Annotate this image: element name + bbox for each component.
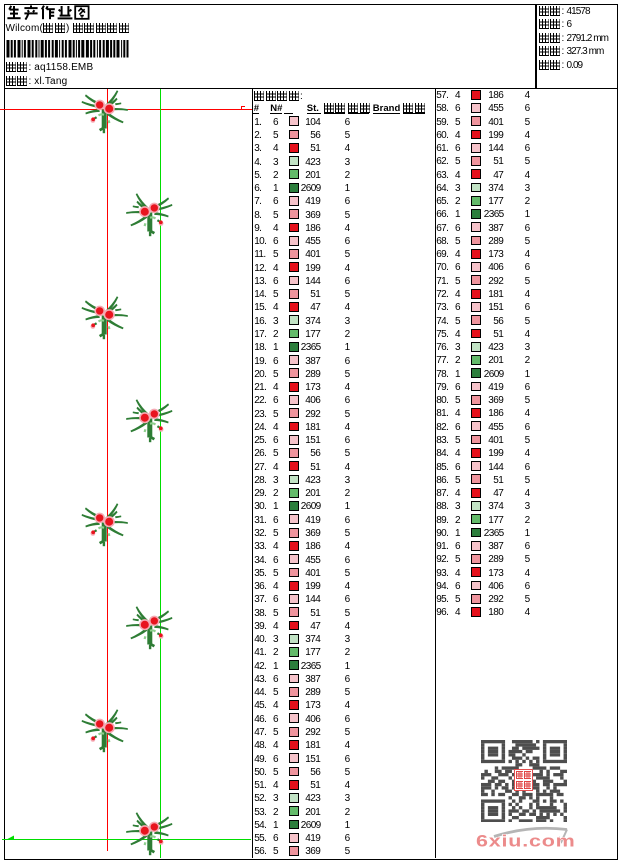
svg-text:6xiu.com: 6xiu.com [476, 833, 576, 851]
